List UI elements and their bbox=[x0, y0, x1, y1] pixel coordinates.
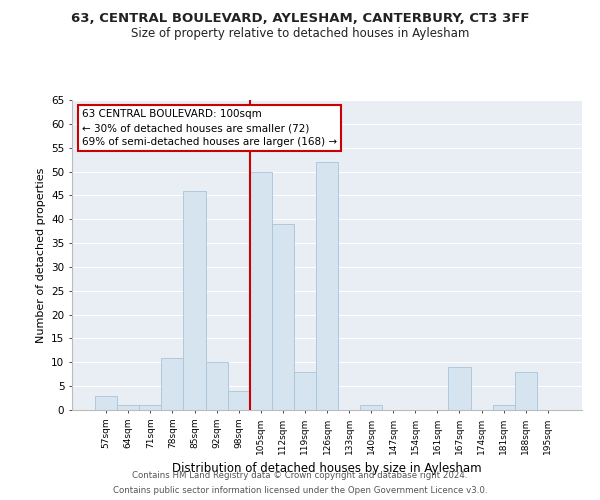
Bar bbox=[493, 405, 515, 410]
Text: 63, CENTRAL BOULEVARD, AYLESHAM, CANTERBURY, CT3 3FF: 63, CENTRAL BOULEVARD, AYLESHAM, CANTERB… bbox=[71, 12, 529, 26]
Text: 63 CENTRAL BOULEVARD: 100sqm
← 30% of detached houses are smaller (72)
69% of se: 63 CENTRAL BOULEVARD: 100sqm ← 30% of de… bbox=[82, 110, 337, 148]
Bar bbox=[161, 358, 184, 410]
Y-axis label: Number of detached properties: Number of detached properties bbox=[35, 168, 46, 342]
Bar bbox=[294, 372, 316, 410]
Bar bbox=[184, 190, 206, 410]
Bar bbox=[316, 162, 338, 410]
Bar bbox=[206, 362, 227, 410]
Text: Size of property relative to detached houses in Aylesham: Size of property relative to detached ho… bbox=[131, 28, 469, 40]
Bar bbox=[95, 396, 117, 410]
Bar bbox=[117, 405, 139, 410]
Text: Contains public sector information licensed under the Open Government Licence v3: Contains public sector information licen… bbox=[113, 486, 487, 495]
Bar bbox=[272, 224, 294, 410]
X-axis label: Distribution of detached houses by size in Aylesham: Distribution of detached houses by size … bbox=[172, 462, 482, 475]
Bar bbox=[250, 172, 272, 410]
Bar bbox=[448, 367, 470, 410]
Bar bbox=[227, 391, 250, 410]
Bar bbox=[515, 372, 537, 410]
Text: Contains HM Land Registry data © Crown copyright and database right 2024.: Contains HM Land Registry data © Crown c… bbox=[132, 471, 468, 480]
Bar bbox=[139, 405, 161, 410]
Bar bbox=[360, 405, 382, 410]
